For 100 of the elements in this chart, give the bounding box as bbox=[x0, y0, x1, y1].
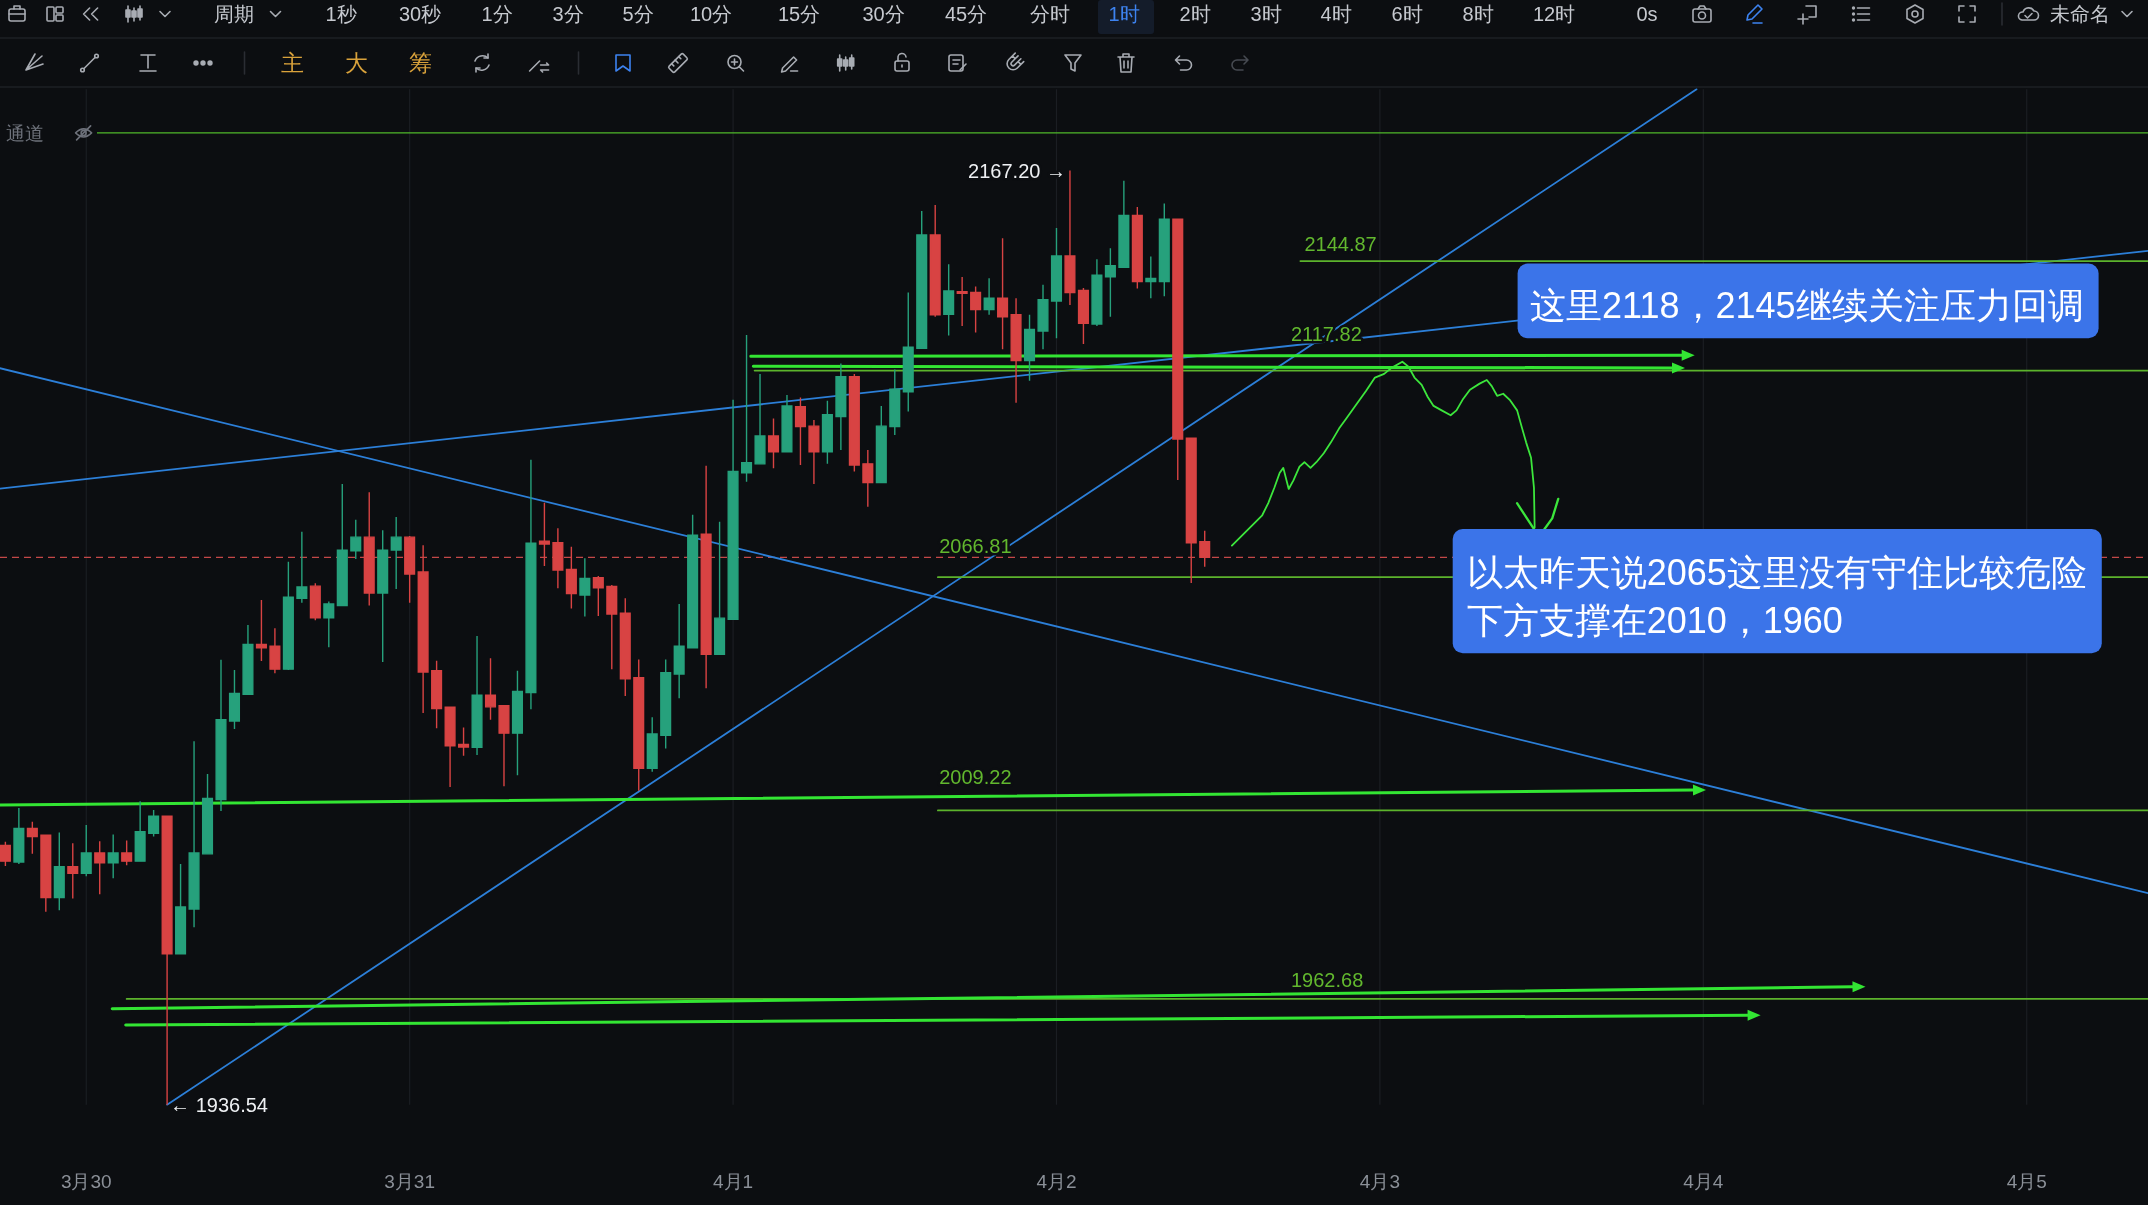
ref-line-label: 通道 bbox=[6, 122, 44, 144]
candlestick bbox=[484, 657, 497, 721]
candlestick bbox=[1023, 314, 1036, 382]
annotation: 2066.81 bbox=[939, 535, 1012, 558]
candlestick bbox=[916, 210, 928, 350]
text: 筹 bbox=[408, 50, 432, 76]
candlestick bbox=[1199, 529, 1211, 568]
candlestick bbox=[1037, 284, 1049, 350]
candlestick bbox=[40, 833, 52, 913]
candlestick bbox=[525, 459, 537, 710]
candlestick bbox=[161, 815, 173, 1106]
x-tick-label: 4月3 bbox=[1359, 1171, 1400, 1192]
candlestick bbox=[997, 237, 1009, 350]
x-tick-label: 4月1 bbox=[713, 1171, 754, 1192]
candlestick bbox=[148, 809, 160, 838]
candlestick bbox=[552, 527, 564, 589]
candlestick bbox=[1131, 206, 1143, 290]
candlestick bbox=[94, 840, 106, 896]
candlestick bbox=[107, 833, 119, 879]
candlestick bbox=[619, 597, 631, 697]
candlestick bbox=[633, 658, 645, 792]
candlestick bbox=[902, 291, 914, 413]
candlestick bbox=[175, 863, 187, 955]
candlestick bbox=[794, 396, 806, 466]
candlestick bbox=[835, 362, 847, 451]
candlestick bbox=[714, 521, 726, 655]
candlestick bbox=[1104, 247, 1116, 318]
candlestick bbox=[269, 627, 281, 674]
candlestick bbox=[579, 557, 591, 618]
candlestick bbox=[727, 399, 739, 621]
candlestick bbox=[350, 519, 362, 560]
candlestick bbox=[956, 276, 968, 327]
candlestick bbox=[188, 740, 200, 928]
annotation: ← 1936.54 bbox=[170, 1093, 268, 1116]
candlestick bbox=[0, 841, 11, 867]
candlestick bbox=[417, 544, 429, 714]
candlestick bbox=[1050, 227, 1063, 339]
candlestick bbox=[121, 839, 133, 866]
text: 8时 bbox=[1462, 3, 1494, 25]
candlestick bbox=[673, 603, 685, 700]
candlestick bbox=[323, 600, 335, 648]
candlestick bbox=[970, 285, 982, 334]
candlestick bbox=[363, 491, 375, 607]
candlestick bbox=[67, 842, 79, 900]
candlestick bbox=[228, 669, 241, 730]
annotation: 这里2118，2145继续关注压力回调 bbox=[1530, 285, 2084, 326]
candlestick bbox=[309, 582, 321, 621]
candlestick bbox=[687, 514, 699, 649]
candlestick bbox=[1158, 202, 1170, 297]
candlestick bbox=[848, 373, 860, 473]
candlestick bbox=[215, 659, 227, 812]
candlestick bbox=[201, 773, 214, 855]
candlestick bbox=[404, 535, 416, 604]
candlestick bbox=[377, 529, 389, 663]
candlestick bbox=[134, 800, 146, 862]
text: 1分 bbox=[481, 3, 513, 25]
candlestick bbox=[565, 546, 577, 610]
candlestick bbox=[943, 263, 955, 337]
candlestick bbox=[53, 831, 65, 911]
text: 1时 bbox=[1108, 3, 1140, 25]
candlestick bbox=[458, 726, 470, 757]
candlestick bbox=[511, 670, 524, 776]
candlestick bbox=[767, 417, 780, 469]
text: 3分 bbox=[552, 3, 584, 25]
text: 主 bbox=[281, 50, 305, 76]
x-tick-label: 4月4 bbox=[1683, 1171, 1724, 1192]
text: 15分 bbox=[777, 3, 821, 25]
candlestick bbox=[1091, 258, 1103, 327]
candlestick bbox=[26, 821, 38, 855]
candlestick bbox=[808, 419, 820, 485]
text: 12时 bbox=[1532, 3, 1576, 25]
candlestick bbox=[1077, 287, 1089, 345]
annotation: 1962.68 bbox=[1290, 968, 1364, 991]
text: 45分 bbox=[944, 3, 988, 25]
candlestick bbox=[754, 373, 766, 465]
candlestick bbox=[1064, 169, 1076, 306]
candlestick bbox=[1185, 437, 1197, 584]
candlestick bbox=[1172, 217, 1184, 481]
candlestick bbox=[660, 658, 672, 750]
candlestick bbox=[498, 704, 510, 787]
candlestick bbox=[538, 502, 550, 567]
text: 2时 bbox=[1179, 3, 1211, 25]
x-tick-label: 4月2 bbox=[1036, 1171, 1077, 1192]
candlestick bbox=[431, 659, 443, 729]
text: 未命名 bbox=[2050, 3, 2110, 25]
candlestick bbox=[1118, 180, 1130, 269]
text: 周期 bbox=[214, 3, 254, 25]
annotation: 以太昨天说2065这里没有守住比较危险 bbox=[1466, 551, 2087, 593]
candlestick bbox=[740, 334, 753, 483]
candlestick bbox=[781, 394, 793, 453]
candlestick bbox=[875, 405, 887, 484]
candlestick bbox=[444, 706, 456, 788]
candlestick bbox=[336, 483, 348, 607]
x-tick-label: 4月5 bbox=[2006, 1171, 2047, 1192]
text: 1秒 bbox=[325, 3, 357, 25]
annotation: 2009.22 bbox=[939, 766, 1012, 789]
text: 6时 bbox=[1391, 3, 1423, 25]
candlestick bbox=[889, 368, 901, 436]
text: 0s bbox=[1636, 3, 1658, 25]
text: 5分 bbox=[622, 3, 654, 25]
